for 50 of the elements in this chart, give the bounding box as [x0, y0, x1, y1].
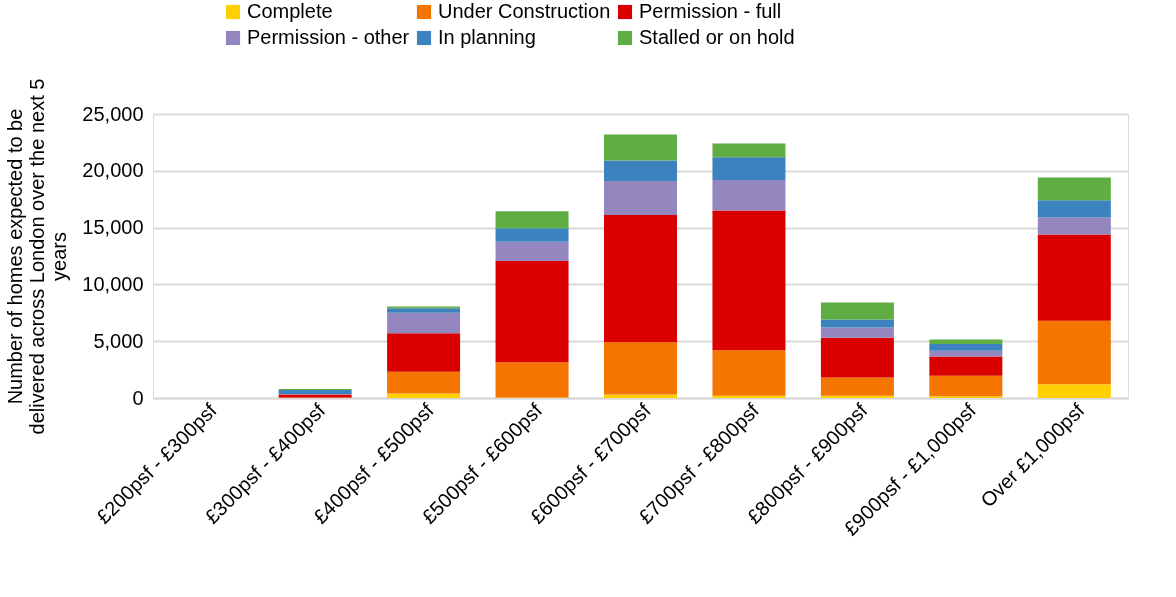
- bar: [495, 261, 569, 363]
- bar: [1037, 234, 1111, 321]
- bar: [820, 337, 894, 378]
- bar: [712, 350, 786, 396]
- y-tick-label: 25,000: [82, 102, 144, 125]
- bar: [1037, 217, 1111, 235]
- bar: [387, 393, 461, 398]
- bar: [604, 215, 677, 343]
- bar: [712, 210, 786, 351]
- bar: [604, 160, 677, 182]
- bar: [495, 241, 569, 262]
- legend-label: Complete: [247, 0, 333, 22]
- bar: [712, 143, 786, 158]
- bar: [1037, 320, 1111, 385]
- bar: [495, 362, 569, 398]
- bar: [929, 356, 1003, 376]
- bar: [929, 350, 1003, 357]
- bar: [712, 157, 786, 180]
- bar: [495, 228, 569, 242]
- y-axis-title: Number of homes expected to be delivered across London over the next 5 years: [4, 78, 71, 435]
- bar: [604, 134, 677, 161]
- bar: [604, 181, 677, 216]
- bar: [1037, 200, 1111, 218]
- bar: [929, 375, 1003, 397]
- bar: [820, 319, 894, 328]
- legend-label: Permission - other: [247, 26, 410, 48]
- bar: [712, 179, 786, 211]
- bar: [604, 342, 677, 395]
- bar: [387, 308, 461, 313]
- y-tick-label: 10,000: [82, 272, 144, 295]
- y-tick-label: 5,000: [93, 329, 144, 352]
- y-tick-label: 0: [132, 386, 144, 409]
- legend-label: In planning: [438, 26, 536, 48]
- bar: [387, 333, 461, 372]
- y-tick-label: 20,000: [82, 159, 144, 182]
- legend-label: Permission - full: [639, 0, 782, 22]
- bar: [929, 344, 1003, 351]
- bar: [929, 339, 1003, 345]
- bar: [278, 390, 352, 395]
- bar: [495, 211, 569, 229]
- bar: [820, 377, 894, 396]
- bar: [1037, 177, 1111, 201]
- bar: [820, 327, 894, 338]
- bar: [1037, 384, 1111, 398]
- bar: [387, 371, 461, 394]
- bar: [820, 302, 894, 320]
- legend-label: Under Construction: [438, 0, 611, 22]
- y-tick-label: 15,000: [82, 216, 144, 239]
- legend-label: Stalled or on hold: [639, 26, 795, 48]
- bar: [387, 312, 461, 334]
